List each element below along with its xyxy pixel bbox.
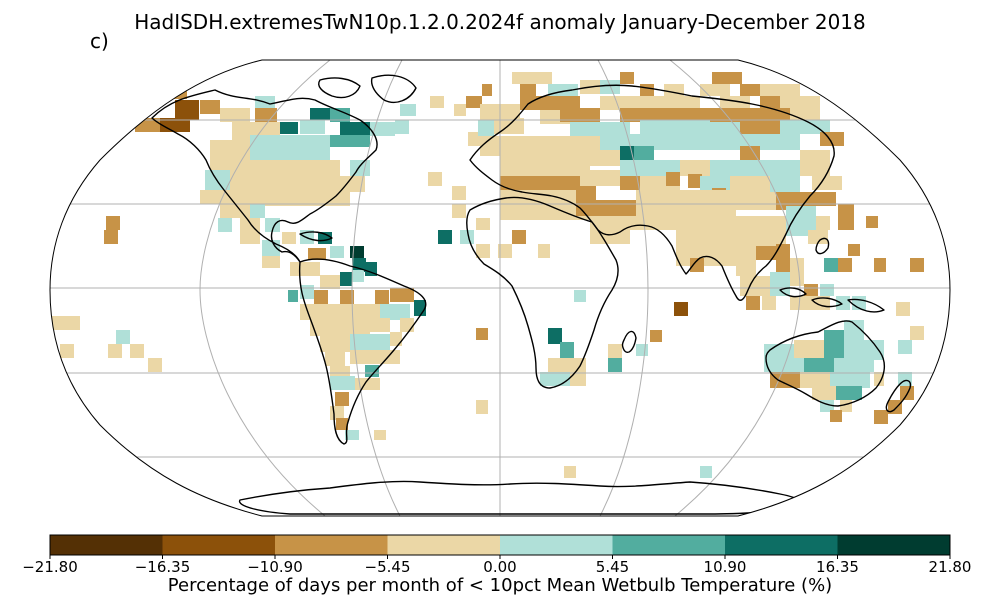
south-america-cells: [288, 262, 426, 440]
colorbar-segment: [500, 535, 613, 555]
globe-outline: [49, 59, 951, 517]
graticule: [50, 60, 950, 516]
colorbar-tick-label: 21.80: [928, 558, 972, 576]
colorbar-segment: [50, 535, 163, 555]
colorbar-segment: [725, 535, 838, 555]
colorbar-tick-label: 16.35: [816, 558, 859, 576]
colorbar-ticks: [49, 555, 951, 559]
colorbar-segment: [162, 535, 276, 555]
map-title: HadISDH.extremesTwN10p.1.2.0.2024f anoma…: [134, 10, 866, 34]
colorbar-segments: [50, 535, 951, 555]
colorbar-segment: [275, 535, 388, 555]
anomaly-grid: [50, 72, 924, 478]
ocean-cells: [50, 172, 712, 478]
colorbar-tick-label: −10.90: [247, 558, 303, 576]
colorbar-tick-label: −16.35: [134, 558, 191, 576]
colorbar-segment: [612, 535, 726, 555]
colorbar-tick-label: 5.45: [595, 558, 630, 576]
colorbar-tick-label: −5.45: [364, 558, 411, 576]
colorbar-segment: [387, 535, 501, 555]
colorbar-tick-label: −21.80: [22, 558, 78, 576]
colorbar-segment: [837, 535, 951, 555]
colorbar-label: Percentage of days per month of < 10pct …: [167, 575, 833, 596]
eurasia-cells: [430, 72, 924, 316]
africa-cells: [540, 328, 622, 386]
colorbar-tick-label: 0.00: [483, 558, 517, 576]
australia-cells: [764, 320, 924, 424]
colorbar-tick-label: 10.90: [703, 558, 747, 576]
panel-label: c): [90, 29, 109, 53]
